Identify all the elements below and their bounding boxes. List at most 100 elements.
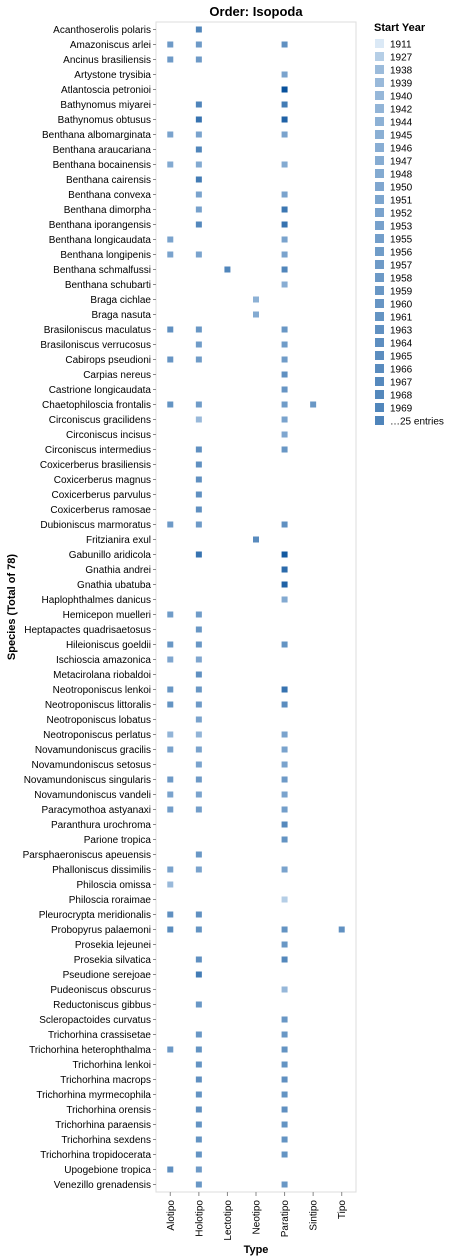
heatmap-cell	[195, 176, 202, 183]
y-tick-label: Parione tropica	[84, 835, 152, 846]
heatmap-cell	[195, 191, 202, 198]
y-tick-label: Probopyrus palaemoni	[51, 925, 151, 936]
y-tick-label: Novamundoniscus singularis	[24, 775, 151, 786]
heatmap-cell	[281, 356, 288, 363]
legend-label: 1938	[390, 66, 413, 77]
heatmap-cell	[281, 71, 288, 78]
heatmap-cell	[195, 221, 202, 228]
y-tick-label: Brasiloniscus maculatus	[44, 325, 151, 336]
legend-swatch	[375, 351, 384, 360]
heatmap-cell	[195, 116, 202, 123]
heatmap-cell	[167, 926, 174, 933]
legend-label: 1950	[390, 183, 413, 194]
heatmap-cell	[195, 146, 202, 153]
legend-label: 1967	[390, 378, 413, 389]
heatmap-cell	[281, 266, 288, 273]
legend-swatch	[375, 377, 384, 386]
plot-area	[155, 21, 357, 1193]
heatmap-cell	[338, 926, 345, 933]
heatmap-cell	[281, 416, 288, 423]
heatmap-cell	[281, 581, 288, 588]
legend-swatch	[375, 182, 384, 191]
y-tick-label: Brasiloniscus verrucosus	[40, 340, 151, 351]
y-tick-label: Coxicerberus magnus	[54, 475, 151, 486]
legend-label: 1940	[390, 92, 413, 103]
y-tick-label: Venezillo grenadensis	[54, 1180, 151, 1191]
y-tick-label: Benthana cairensis	[66, 175, 151, 186]
heatmap-cell	[281, 101, 288, 108]
legend-swatch	[375, 39, 384, 48]
legend-swatch	[375, 286, 384, 295]
heatmap-cell	[281, 731, 288, 738]
legend-swatch	[375, 273, 384, 282]
y-tick-label: Neotroponiscus lobatus	[46, 715, 151, 726]
y-tick-label: Ancinus brasiliensis	[63, 55, 151, 66]
heatmap-cell	[195, 1091, 202, 1098]
legend-swatch	[375, 91, 384, 100]
heatmap-cell	[195, 401, 202, 408]
legend-swatch	[375, 325, 384, 334]
legend-label: 1947	[390, 157, 413, 168]
y-tick-label: Upogebione tropica	[64, 1165, 151, 1176]
heatmap-cell	[195, 1166, 202, 1173]
heatmap-cell	[195, 521, 202, 528]
heatmap-cell	[195, 971, 202, 978]
legend-label: 1942	[390, 105, 413, 116]
heatmap-cell	[195, 1106, 202, 1113]
y-tick-label: Circoniscus intermedius	[45, 445, 151, 456]
heatmap-cell	[281, 701, 288, 708]
legend-label: 1959	[390, 287, 413, 298]
heatmap-cell	[253, 536, 259, 543]
heatmap-cell	[195, 101, 202, 108]
heatmap-cell	[167, 746, 174, 753]
heatmap-cell	[167, 701, 174, 708]
legend-label: 1927	[390, 53, 413, 64]
y-axis-title: Species (Total of 78)	[6, 554, 18, 660]
heatmap-cell	[281, 281, 288, 288]
x-axis-title: Type	[244, 1244, 269, 1256]
heatmap-cell	[195, 686, 202, 693]
y-tick-label: Cabirops pseudioni	[65, 355, 151, 366]
y-tick-label: Reductoniscus gibbus	[53, 1000, 151, 1011]
x-tick-label: Tipo	[337, 1200, 348, 1220]
heatmap-cell	[195, 656, 202, 663]
y-tick-label: Coxicerberus brasiliensis	[40, 460, 151, 471]
heatmap-cell	[281, 206, 288, 213]
y-tick-label: Haplophthalmes danicus	[41, 595, 151, 606]
x-tick-label: Alotipo	[166, 1200, 177, 1231]
legend-swatch	[375, 364, 384, 373]
legend-swatch	[375, 143, 384, 152]
heatmap-cell	[195, 1151, 202, 1158]
heatmap-cell	[195, 506, 202, 513]
y-tick-label: Pleurocrypta meridionalis	[39, 910, 151, 921]
heatmap-cell	[281, 521, 288, 528]
y-tick-label: Neotroponiscus perlatus	[43, 730, 151, 741]
heatmap-cell	[195, 491, 202, 498]
heatmap-cell	[281, 686, 288, 693]
legend-label: 1946	[390, 144, 413, 155]
legend-swatch	[375, 130, 384, 139]
legend-label: 1951	[390, 196, 413, 207]
y-tick-label: Chaetophiloscia frontalis	[42, 400, 151, 411]
heatmap-cell	[167, 1166, 174, 1173]
heatmap-cell	[195, 731, 202, 738]
legend-label: 1969	[390, 404, 413, 415]
y-tick-label: Pseudione serejoae	[63, 970, 152, 981]
heatmap-cell	[310, 401, 317, 408]
x-tick-label: Paratipo	[280, 1200, 291, 1238]
y-tick-label: Trichorhina crassisetae	[48, 1030, 151, 1041]
legend-swatch	[375, 247, 384, 256]
heatmap-cell	[167, 806, 174, 813]
legend-swatch	[375, 156, 384, 165]
heatmap-cell	[167, 641, 174, 648]
heatmap-cell	[195, 1136, 202, 1143]
legend-label: 1958	[390, 274, 413, 285]
heatmap-cell	[167, 656, 174, 663]
legend-swatch	[375, 169, 384, 178]
legend-label: 1952	[390, 209, 413, 220]
y-tick-label: Trichorhina heterophthalma	[29, 1045, 151, 1056]
y-tick-label: Benthana albomarginata	[42, 130, 151, 141]
heatmap-cell	[195, 26, 202, 33]
legend-swatch	[375, 390, 384, 399]
heatmap-cell	[195, 131, 202, 138]
